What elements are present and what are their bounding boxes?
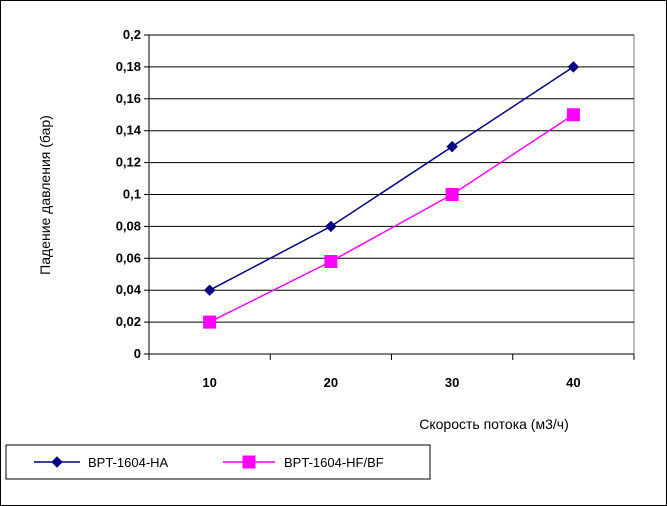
data-point <box>567 61 580 73</box>
series-2 <box>203 108 580 329</box>
series-1 <box>203 61 580 296</box>
legend-item-1: BPT-1604-HA <box>34 455 169 470</box>
data-point <box>203 284 216 296</box>
data-point <box>325 220 337 233</box>
y-tick-label: 0,12 <box>116 155 141 170</box>
y-tick-label: 0,06 <box>116 250 141 265</box>
y-axis-title: Падение давления (бар) <box>37 115 53 275</box>
x-axis-ticks: 10 20 30 40 <box>148 354 635 390</box>
series-line <box>209 114 574 323</box>
legend-item-2: BPT-1604-HF/BF <box>223 455 384 470</box>
legend-marker <box>51 456 63 468</box>
data-point <box>566 108 580 122</box>
y-tick-label: 0,1 <box>123 187 141 202</box>
data-point <box>203 315 217 329</box>
legend: BPT-1604-HA BPT-1604-HF/BF <box>5 444 431 480</box>
x-tick-label: 20 <box>324 375 338 390</box>
y-tick-label: 0,16 <box>116 91 141 106</box>
y-tick-label: 0,14 <box>116 123 142 138</box>
series-group <box>203 61 580 329</box>
y-tick-label: 0 <box>134 346 141 361</box>
y-tick-label: 0,02 <box>116 314 141 329</box>
legend-marker <box>242 455 256 469</box>
y-tick-label: 0,04 <box>116 282 142 297</box>
y-tick-label: 0,2 <box>123 27 141 42</box>
grid <box>148 34 634 355</box>
y-axis-ticks: 0 0,02 0,04 0,06 0,08 0,1 0,12 0,14 0,16 0,18 0,2 <box>116 27 149 361</box>
series-line <box>209 66 574 291</box>
data-point <box>446 140 458 153</box>
legend-label: BPT-1604-HF/BF <box>284 455 384 470</box>
x-tick-label: 40 <box>566 375 580 390</box>
x-tick-label: 10 <box>202 375 216 390</box>
data-point <box>445 188 459 201</box>
y-tick-label: 0,18 <box>116 59 141 74</box>
legend-label: BPT-1604-HA <box>88 455 169 470</box>
y-tick-label: 0,08 <box>116 218 141 233</box>
x-tick-label: 30 <box>445 375 459 390</box>
x-axis-title: Скорость потока (м3/ч) <box>419 416 568 432</box>
data-point <box>324 254 338 268</box>
